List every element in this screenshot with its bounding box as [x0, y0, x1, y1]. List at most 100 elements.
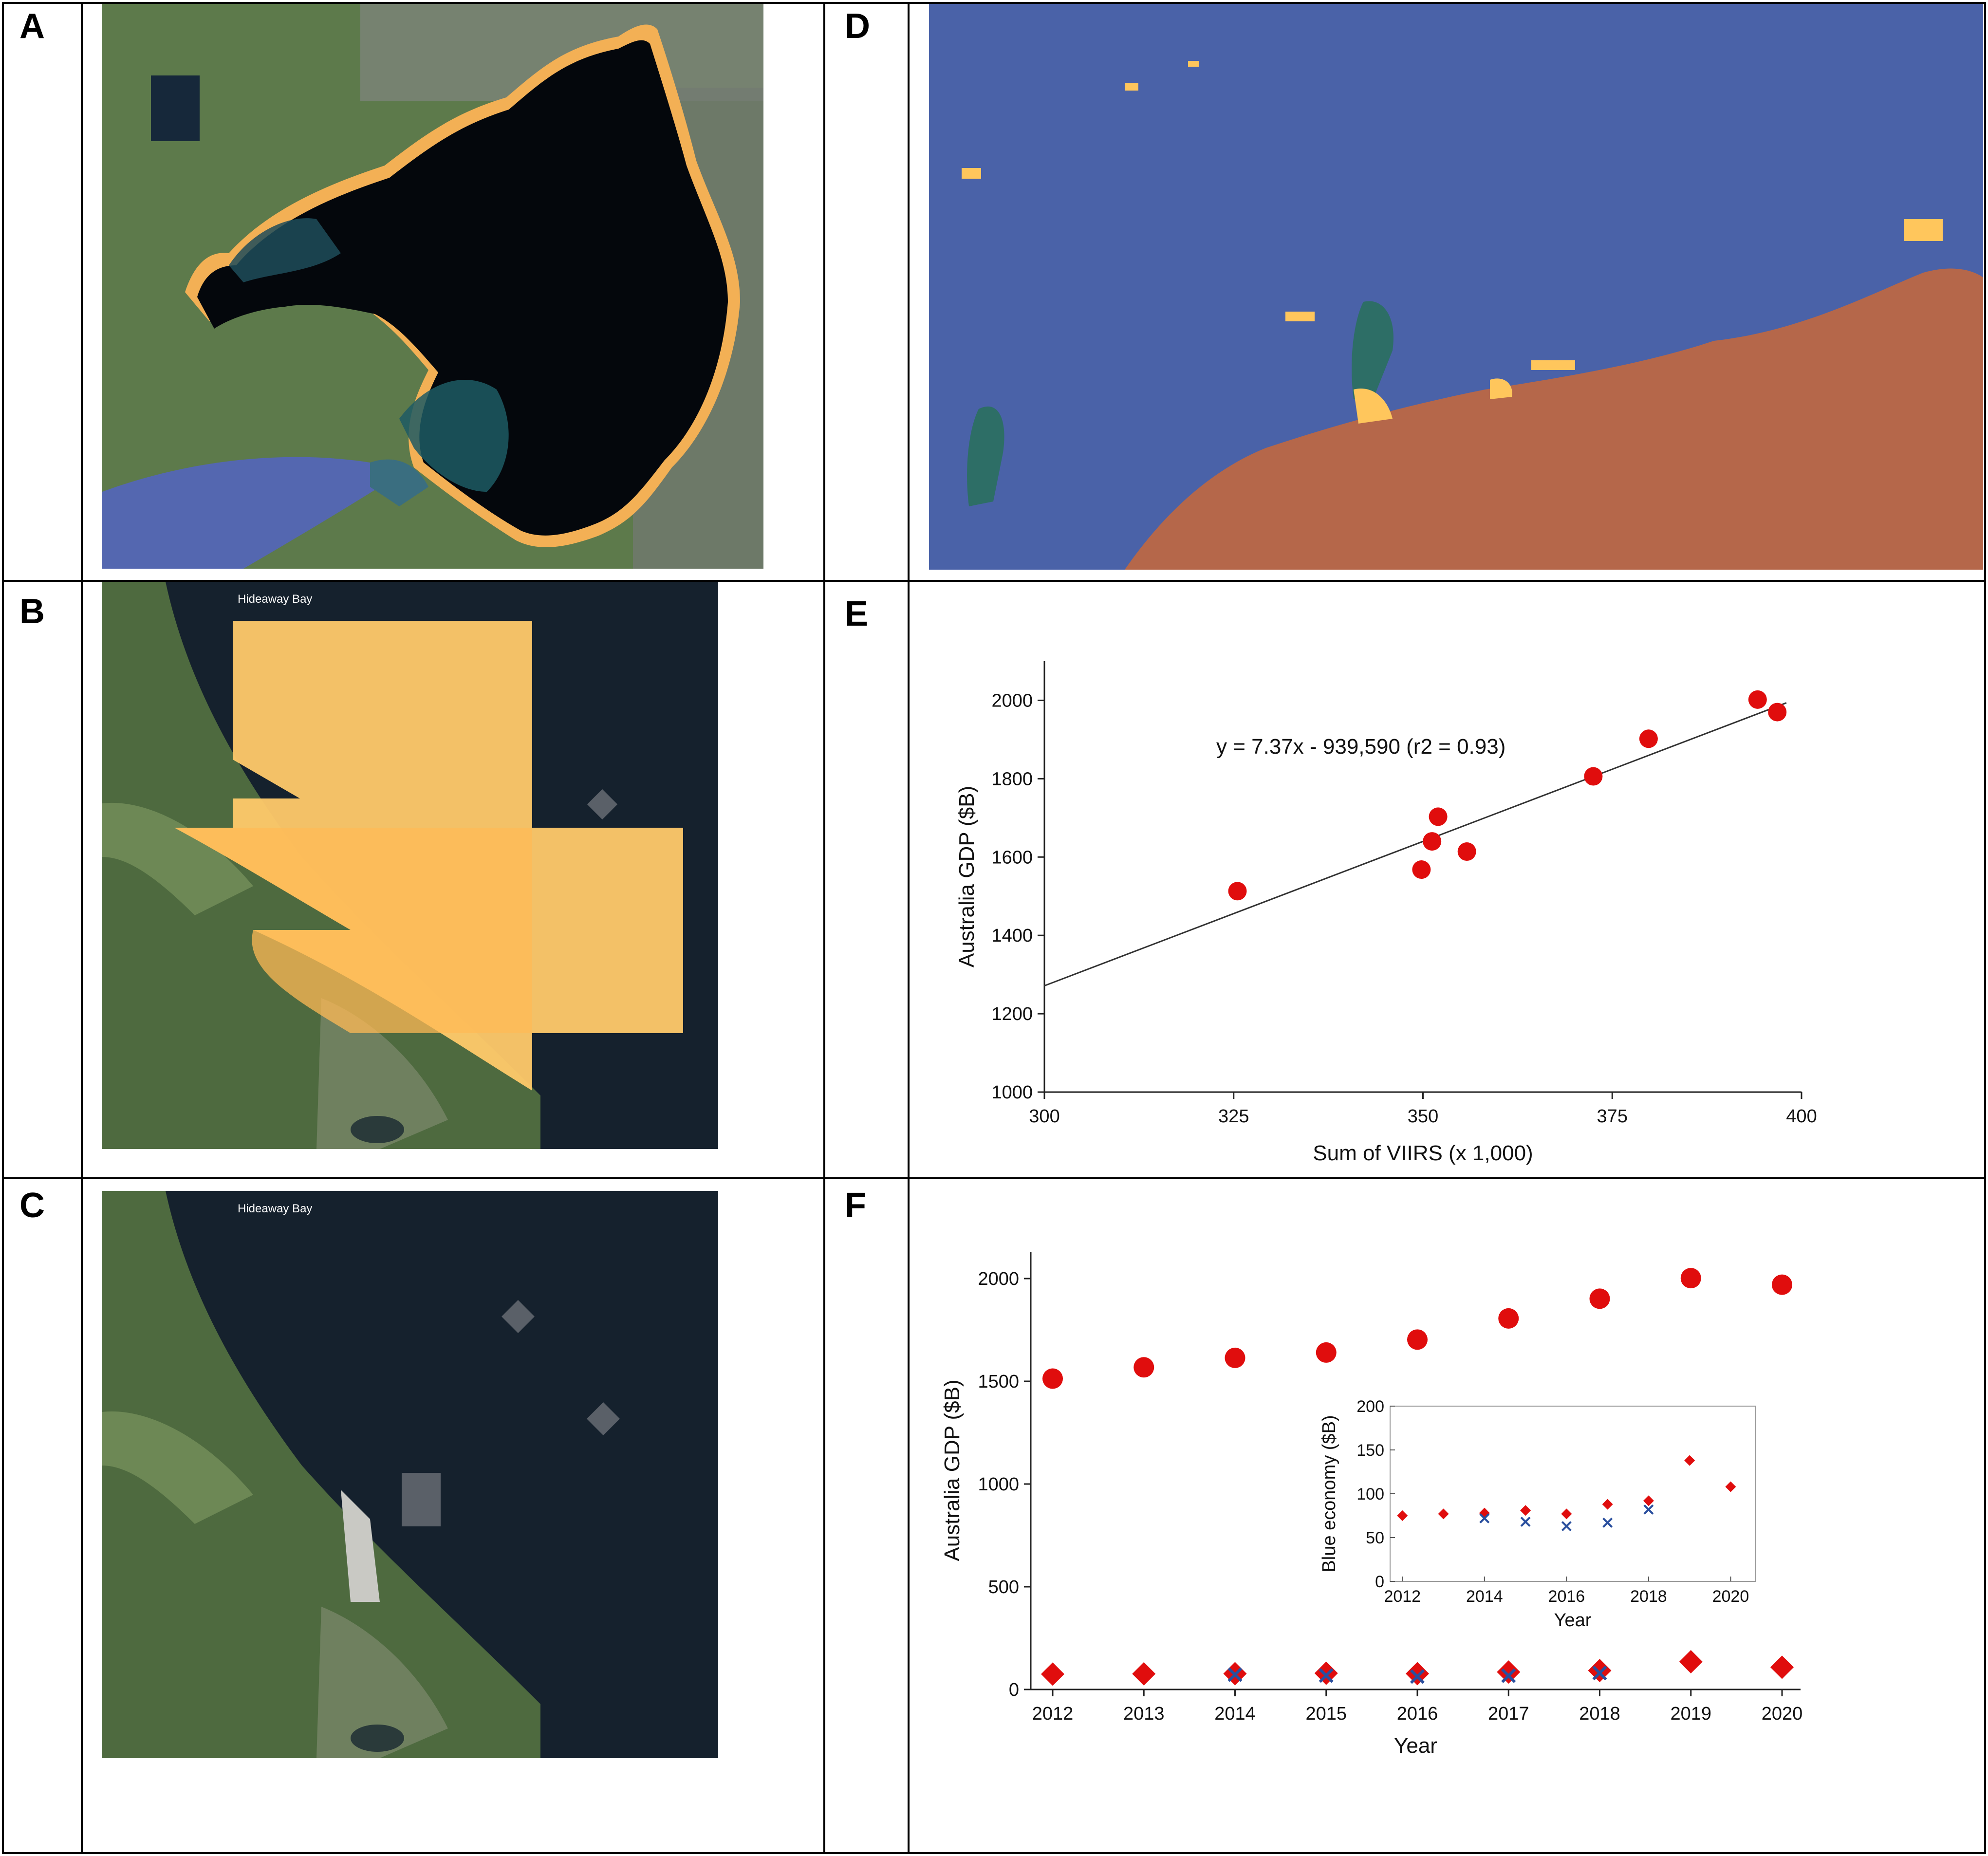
- map-d-spot-3: [962, 168, 981, 179]
- chart-f-inset-y-tick-label: 50: [1366, 1529, 1384, 1547]
- chart-f-inset-points: [1397, 1455, 1736, 1532]
- chart-f-inset-point-diamond: [1643, 1495, 1654, 1506]
- chart-e-point: [1429, 807, 1448, 826]
- map-a-heads: [370, 459, 428, 506]
- chart-f-inset-x-tick-label: 2014: [1466, 1587, 1503, 1606]
- chart-f-x-tick-label: 2020: [1762, 1704, 1803, 1724]
- chart-e-y-tick-label: 1200: [991, 1004, 1033, 1024]
- panel-label-a: A: [19, 7, 45, 46]
- chart-f-inset: 2012 2014 2016 2018 2020 0 50 100 150 200 Year Bl…: [1319, 1397, 1756, 1631]
- chart-f-point-x: [1592, 1666, 1607, 1681]
- chart-f-inset-point-diamond: [1438, 1508, 1449, 1520]
- map-d-spot-6: [1904, 219, 1943, 241]
- map-panel-d: [929, 4, 1983, 570]
- chart-f-inset-point-diamond: [1725, 1481, 1736, 1492]
- chart-e-y-tick-label: 1400: [991, 926, 1033, 946]
- chart-f-point-diamond: [1314, 1661, 1338, 1685]
- chart-f-x-axis-title: Year: [1394, 1734, 1437, 1758]
- chart-f-axes: 2012 2013 2014 2015 2016 2017 2018 2019 20200500…: [978, 1252, 1802, 1724]
- map-b-polygon-overlap: [174, 828, 532, 1033]
- chart-f-point-circle: [1225, 1347, 1245, 1368]
- chart-f-x-tick-label: 2012: [1032, 1704, 1074, 1724]
- panel-label-c: C: [19, 1186, 45, 1225]
- map-d-port-highlight: [1354, 389, 1393, 424]
- map-panel-b: Hideaway Bay: [102, 582, 718, 1149]
- map-a-bay-water: [197, 40, 728, 536]
- chart-f-point-diamond: [1588, 1659, 1612, 1683]
- panel-label-e: E: [845, 594, 868, 633]
- map-panel-c: Hideaway Bay: [102, 1191, 718, 1758]
- map-b-pond: [351, 1116, 404, 1143]
- chart-f-x-tick-label: 2013: [1123, 1704, 1165, 1724]
- chart-f-y-tick-label: 500: [988, 1577, 1019, 1597]
- map-c-pond: [351, 1725, 404, 1752]
- chart-f-inset-point-diamond: [1602, 1499, 1613, 1510]
- map-d-spot-5: [1531, 360, 1575, 370]
- map-c-field: [102, 1411, 253, 1524]
- map-c-pen-1: [502, 1300, 535, 1333]
- chart-f-inset-y-tick-label: 100: [1356, 1485, 1384, 1503]
- chart-f-point-diamond: [1679, 1650, 1703, 1674]
- chart-f-inset-point-x: [1561, 1521, 1572, 1532]
- chart-f-point-circle: [1316, 1342, 1337, 1363]
- chart-f-inset-y-tick-label: 200: [1356, 1397, 1384, 1416]
- map-d-spot-4: [1285, 312, 1315, 321]
- map-c-place-label: Hideaway Bay: [238, 1202, 312, 1215]
- chart-f-point-diamond: [1041, 1662, 1064, 1686]
- chart-e-y-axis-title: Australia GDP ($B): [955, 786, 979, 967]
- chart-f-point-diamond: [1497, 1660, 1521, 1684]
- chart-e-point: [1768, 703, 1787, 722]
- chart-f-point-circle: [1133, 1357, 1154, 1378]
- chart-f-inset-y-tick-label: 150: [1356, 1441, 1384, 1460]
- chart-f-inset-point-diamond: [1397, 1510, 1408, 1521]
- chart-f-point-circle: [1589, 1288, 1610, 1309]
- chart-f-inset-x-tick-label: 2016: [1548, 1587, 1585, 1606]
- chart-f-y-tick-label: 0: [1009, 1680, 1019, 1700]
- map-panel-a: [102, 4, 763, 569]
- panel-label-f: F: [845, 1186, 866, 1225]
- chart-f-inset-x-tick-label: 2012: [1384, 1587, 1421, 1606]
- chart-f-point-x: [1410, 1669, 1425, 1684]
- chart-e-annotation: y = 7.37x - 939,590 (r2 = 0.93): [1216, 735, 1505, 759]
- chart-f-y-tick-label: 1500: [978, 1372, 1019, 1392]
- chart-f-point-diamond: [1770, 1655, 1794, 1679]
- chart-f-x-tick-label: 2017: [1488, 1704, 1529, 1724]
- chart-f-x-tick-label: 2015: [1305, 1704, 1347, 1724]
- chart-f-inset-axes: 2012 2014 2016 2018 2020 0 50 100 150 200: [1356, 1397, 1756, 1606]
- chart-e-regression-line: [1044, 702, 1787, 987]
- chart-f-point-circle: [1407, 1329, 1428, 1350]
- map-a-shallow-west: [229, 218, 341, 282]
- chart-e-y-tick-label: 1600: [991, 847, 1033, 868]
- chart-f-inset-y-axis-title: Blue economy ($B): [1319, 1415, 1339, 1572]
- chart-e-point: [1412, 860, 1431, 879]
- chart-f-inset-x-tick-label: 2018: [1630, 1587, 1667, 1606]
- chart-f-point-circle: [1498, 1308, 1519, 1329]
- map-c-vineyard: [316, 1607, 448, 1758]
- map-d-peninsula: [1352, 301, 1393, 399]
- chart-f-x-tick-label: 2014: [1214, 1704, 1256, 1724]
- chart-e: 300 325 350 375 400100012001400160018002000 …: [955, 661, 1817, 1165]
- chart-f-inset-frame: [1390, 1406, 1756, 1582]
- map-a-shallow-south: [399, 380, 509, 492]
- chart-e-x-tick-label: 350: [1408, 1106, 1438, 1127]
- chart-f-y-tick-label: 2000: [978, 1269, 1019, 1289]
- chart-e-x-tick-label: 400: [1786, 1106, 1817, 1127]
- map-c-land: [102, 1191, 540, 1758]
- chart-f-inset-point-diamond: [1520, 1505, 1531, 1516]
- chart-e-y-tick-label: 1000: [991, 1082, 1033, 1103]
- chart-e-x-tick-label: 300: [1029, 1106, 1059, 1127]
- chart-e-fit-layer: [1044, 702, 1787, 987]
- chart-f-inset-x-tick-label: 2020: [1712, 1587, 1749, 1606]
- map-a-ocean: [102, 457, 380, 569]
- chart-f-point-circle: [1680, 1268, 1701, 1289]
- map-d-spot-2: [1188, 61, 1199, 67]
- chart-f-inset-point-x: [1643, 1504, 1654, 1515]
- chart-f-inset-point-diamond: [1561, 1508, 1572, 1520]
- chart-e-y-tick-label: 2000: [991, 690, 1033, 711]
- chart-f: 2012 2013 2014 2015 2016 2017 2018 2019 20200500…: [940, 1252, 1802, 1758]
- chart-f-inset-point-x: [1520, 1517, 1531, 1527]
- chart-f-y-tick-label: 1000: [978, 1474, 1019, 1495]
- map-d-spot-1: [1125, 83, 1138, 91]
